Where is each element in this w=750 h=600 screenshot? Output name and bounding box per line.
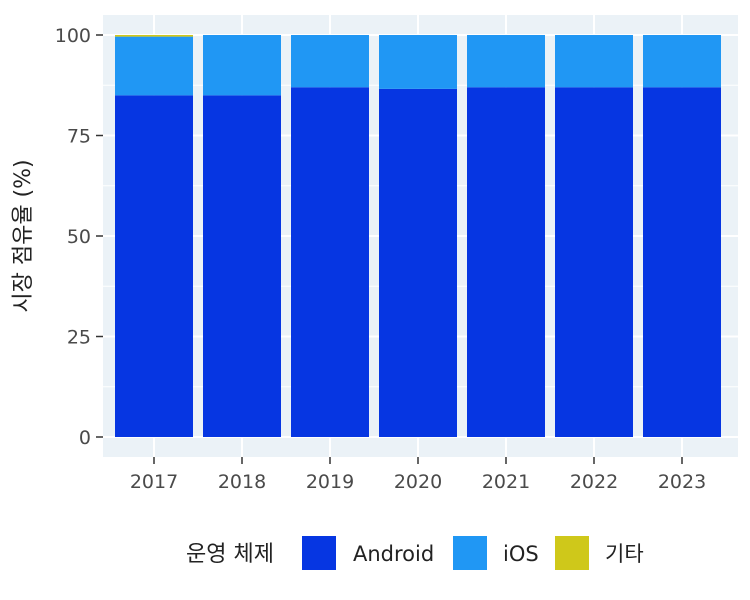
legend-swatch-기타 (555, 536, 589, 570)
legend-label-Android: Android (353, 542, 434, 566)
legend: 운영 체제 Android iOS 기타 (186, 536, 644, 570)
y-tick-label: 75 (67, 126, 91, 148)
y-axis: 0 25 50 75 100 (55, 25, 103, 449)
y-axis-title: 시장 점유율 (%) (11, 159, 36, 312)
bar-iOS-2023 (643, 35, 721, 88)
bar-iOS-2018 (203, 35, 281, 96)
x-tick-label: 2020 (394, 471, 442, 493)
bars (115, 35, 721, 438)
y-tick-label: 0 (79, 427, 91, 449)
bar-Android-2020 (379, 88, 457, 438)
x-axis: 2017 2018 2019 2020 2021 2022 2023 (130, 457, 706, 493)
bar-Android-2023 (643, 87, 721, 437)
x-tick-label: 2018 (218, 471, 266, 493)
x-tick-label: 2022 (570, 471, 618, 493)
x-tick-label: 2019 (306, 471, 354, 493)
x-tick-label: 2021 (482, 471, 530, 493)
legend-swatch-iOS (453, 536, 487, 570)
bar-Android-2017 (115, 95, 193, 438)
bar-Android-2022 (555, 87, 633, 437)
bar-iOS-2020 (379, 35, 457, 89)
legend-label-기타: 기타 (605, 542, 644, 566)
legend-swatch-Android (302, 536, 336, 570)
y-tick-label: 100 (55, 25, 91, 47)
legend-label-iOS: iOS (503, 542, 539, 566)
bar-iOS-2017 (115, 36, 193, 96)
y-tick-label: 25 (67, 327, 91, 349)
y-tick-label: 50 (67, 226, 91, 248)
bar-Android-2019 (291, 87, 369, 437)
bar-기타-2017 (115, 35, 193, 37)
x-tick-label: 2017 (130, 471, 178, 493)
legend-title: 운영 체제 (186, 542, 274, 567)
bar-iOS-2022 (555, 35, 633, 88)
bar-iOS-2019 (291, 35, 369, 88)
bar-Android-2021 (467, 87, 545, 437)
bar-Android-2018 (203, 95, 281, 438)
bar-iOS-2021 (467, 35, 545, 88)
x-tick-label: 2023 (658, 471, 706, 493)
